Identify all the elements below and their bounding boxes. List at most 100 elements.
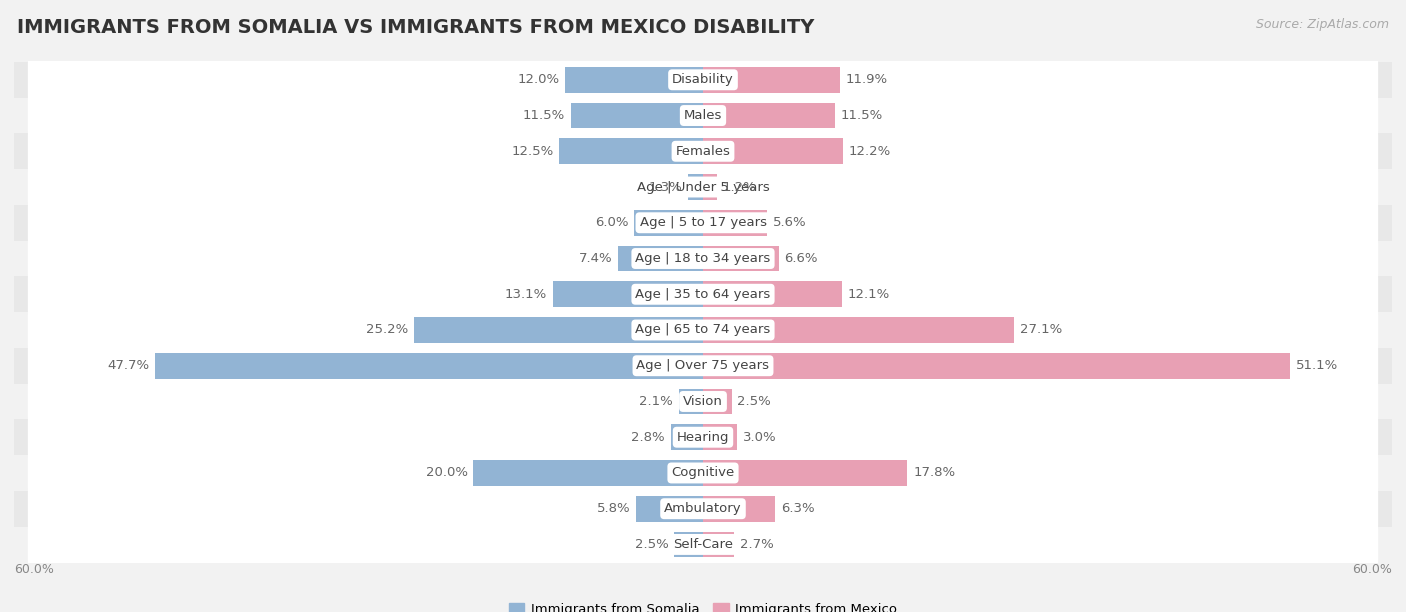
Bar bbox=[679, 389, 703, 414]
Bar bbox=[703, 210, 768, 236]
Text: 11.5%: 11.5% bbox=[523, 109, 565, 122]
Text: 60.0%: 60.0% bbox=[1353, 563, 1392, 576]
Bar bbox=[14, 133, 1392, 169]
Text: IMMIGRANTS FROM SOMALIA VS IMMIGRANTS FROM MEXICO DISABILITY: IMMIGRANTS FROM SOMALIA VS IMMIGRANTS FR… bbox=[17, 18, 814, 37]
Text: Age | 65 to 74 years: Age | 65 to 74 years bbox=[636, 324, 770, 337]
Text: 6.6%: 6.6% bbox=[785, 252, 818, 265]
Bar bbox=[703, 424, 738, 450]
Bar bbox=[14, 98, 1392, 133]
Bar bbox=[703, 532, 734, 558]
Bar bbox=[14, 491, 1392, 526]
Bar bbox=[703, 138, 844, 164]
Text: 7.4%: 7.4% bbox=[579, 252, 612, 265]
Text: 2.1%: 2.1% bbox=[640, 395, 673, 408]
Text: Self-Care: Self-Care bbox=[673, 538, 733, 551]
Text: 51.1%: 51.1% bbox=[1295, 359, 1337, 372]
Text: 2.5%: 2.5% bbox=[634, 538, 669, 551]
Text: 5.8%: 5.8% bbox=[598, 502, 631, 515]
Bar bbox=[571, 103, 703, 129]
Bar bbox=[637, 496, 703, 521]
Bar bbox=[703, 460, 907, 486]
Text: 2.5%: 2.5% bbox=[738, 395, 772, 408]
Text: 12.2%: 12.2% bbox=[849, 145, 891, 158]
Text: Age | Under 5 years: Age | Under 5 years bbox=[637, 181, 769, 193]
Text: 17.8%: 17.8% bbox=[912, 466, 955, 479]
Text: 12.0%: 12.0% bbox=[517, 73, 560, 86]
Text: Ambulatory: Ambulatory bbox=[664, 502, 742, 515]
Text: 2.7%: 2.7% bbox=[740, 538, 773, 551]
Text: Age | 18 to 34 years: Age | 18 to 34 years bbox=[636, 252, 770, 265]
Bar bbox=[619, 245, 703, 271]
FancyBboxPatch shape bbox=[28, 233, 1378, 284]
Bar bbox=[703, 389, 731, 414]
Text: Cognitive: Cognitive bbox=[672, 466, 734, 479]
Bar bbox=[14, 62, 1392, 98]
Bar bbox=[14, 526, 1392, 562]
Bar bbox=[14, 348, 1392, 384]
FancyBboxPatch shape bbox=[28, 376, 1378, 427]
Text: Hearing: Hearing bbox=[676, 431, 730, 444]
Bar bbox=[703, 245, 779, 271]
FancyBboxPatch shape bbox=[28, 447, 1378, 499]
Bar bbox=[553, 282, 703, 307]
FancyBboxPatch shape bbox=[28, 197, 1378, 248]
Text: Age | 35 to 64 years: Age | 35 to 64 years bbox=[636, 288, 770, 300]
Text: 12.5%: 12.5% bbox=[512, 145, 554, 158]
Bar bbox=[14, 277, 1392, 312]
Text: Males: Males bbox=[683, 109, 723, 122]
FancyBboxPatch shape bbox=[28, 519, 1378, 570]
Bar bbox=[671, 424, 703, 450]
Text: 1.3%: 1.3% bbox=[648, 181, 682, 193]
Text: 27.1%: 27.1% bbox=[1019, 324, 1062, 337]
Bar bbox=[155, 353, 703, 379]
Bar bbox=[14, 312, 1392, 348]
FancyBboxPatch shape bbox=[28, 125, 1378, 177]
Text: Source: ZipAtlas.com: Source: ZipAtlas.com bbox=[1256, 18, 1389, 31]
Bar bbox=[14, 384, 1392, 419]
Bar bbox=[703, 103, 835, 129]
Text: 1.2%: 1.2% bbox=[723, 181, 756, 193]
Text: Disability: Disability bbox=[672, 73, 734, 86]
Text: Females: Females bbox=[675, 145, 731, 158]
FancyBboxPatch shape bbox=[28, 411, 1378, 463]
Text: Age | Over 75 years: Age | Over 75 years bbox=[637, 359, 769, 372]
Bar bbox=[565, 67, 703, 92]
Bar bbox=[14, 169, 1392, 205]
FancyBboxPatch shape bbox=[28, 90, 1378, 141]
Text: 6.0%: 6.0% bbox=[595, 216, 628, 230]
Text: 6.3%: 6.3% bbox=[782, 502, 814, 515]
Text: 2.8%: 2.8% bbox=[631, 431, 665, 444]
Bar bbox=[703, 317, 1014, 343]
Bar bbox=[560, 138, 703, 164]
Text: 5.6%: 5.6% bbox=[773, 216, 807, 230]
Bar bbox=[14, 241, 1392, 277]
FancyBboxPatch shape bbox=[28, 483, 1378, 534]
FancyBboxPatch shape bbox=[28, 269, 1378, 320]
Bar bbox=[14, 455, 1392, 491]
Bar bbox=[703, 174, 717, 200]
Bar bbox=[703, 496, 775, 521]
Text: Age | 5 to 17 years: Age | 5 to 17 years bbox=[640, 216, 766, 230]
Text: 25.2%: 25.2% bbox=[366, 324, 408, 337]
FancyBboxPatch shape bbox=[28, 162, 1378, 213]
FancyBboxPatch shape bbox=[28, 340, 1378, 392]
Text: 13.1%: 13.1% bbox=[505, 288, 547, 300]
Text: 12.1%: 12.1% bbox=[848, 288, 890, 300]
Legend: Immigrants from Somalia, Immigrants from Mexico: Immigrants from Somalia, Immigrants from… bbox=[503, 598, 903, 612]
Bar bbox=[688, 174, 703, 200]
Bar bbox=[675, 532, 703, 558]
Bar bbox=[413, 317, 703, 343]
FancyBboxPatch shape bbox=[28, 54, 1378, 105]
Text: 11.9%: 11.9% bbox=[845, 73, 887, 86]
Text: 11.5%: 11.5% bbox=[841, 109, 883, 122]
FancyBboxPatch shape bbox=[28, 304, 1378, 356]
Text: Vision: Vision bbox=[683, 395, 723, 408]
Bar bbox=[703, 67, 839, 92]
Bar bbox=[703, 282, 842, 307]
Text: 3.0%: 3.0% bbox=[744, 431, 776, 444]
Text: 60.0%: 60.0% bbox=[14, 563, 53, 576]
Bar bbox=[634, 210, 703, 236]
Bar bbox=[14, 419, 1392, 455]
Text: 47.7%: 47.7% bbox=[107, 359, 149, 372]
Text: 20.0%: 20.0% bbox=[426, 466, 468, 479]
